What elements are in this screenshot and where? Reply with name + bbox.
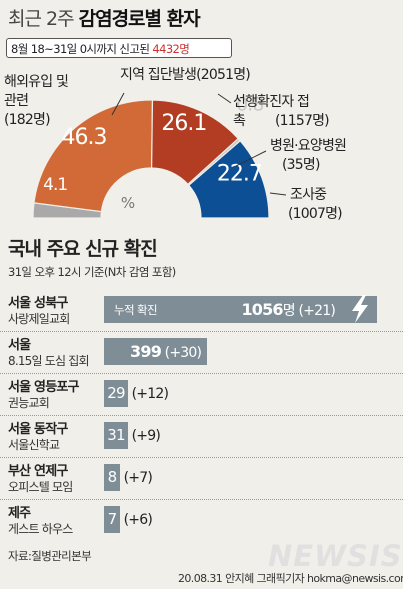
row-place: 사랑제일교회	[8, 312, 70, 326]
bar-value-label: 8 (+7)	[107, 468, 153, 486]
credit-line: 20.08.31 안지혜 그래픽기자 hokma@newsis.com	[178, 572, 403, 585]
label-hospital-name: 병원·요양병원	[270, 138, 347, 154]
row-region: 부산 연제구	[8, 464, 68, 479]
row-place: 8.15일 도심 집회	[8, 354, 90, 368]
row-region: 제주	[8, 506, 31, 521]
newsis-logo: NEWSIS	[268, 539, 403, 573]
donut-value-label: 4.1	[43, 175, 67, 195]
page-title: 최근 2주 감염경로별 환자	[8, 4, 201, 31]
row-place: 게스트 하우스	[8, 522, 73, 536]
label-hospital: 병원·요양병원 (35명)	[270, 137, 347, 175]
bar	[104, 380, 128, 407]
label-local-cluster: 지역 집단발생(2051명)	[120, 66, 251, 85]
subtitle-box: 8월 18~31일 0시까지 신고된 4432명	[6, 38, 232, 58]
source-note: 자료:질병관리본부	[8, 549, 92, 563]
row-place: 서울신학교	[8, 438, 60, 452]
bar-row: 부산 연제구 오피스텔 모임 8 (+7)	[0, 458, 403, 500]
bar-row: 서울 동작구 서울신학교 31 (+9)	[0, 416, 403, 458]
donut-value-label: 26.1	[161, 111, 206, 136]
row-place: 권능교회	[8, 396, 50, 410]
cumulative-label: 누적 확진	[114, 303, 158, 317]
subtitle-unit: 명	[179, 42, 190, 56]
row-separator	[0, 499, 403, 500]
label-unknown: 조사중 (1007명)	[288, 186, 343, 224]
bar	[104, 464, 120, 491]
leader-line-hospital	[235, 150, 267, 167]
bar	[104, 338, 208, 365]
bar	[104, 296, 377, 323]
row-region: 서울 동작구	[8, 422, 68, 437]
bar-value-label: 29 (+12)	[107, 384, 169, 402]
subtitle-text: 8월 18~31일 0시까지 신고된	[11, 42, 153, 56]
bar-row: 서울 성북구 사랑제일교회 1056명 (+21) 누적 확진	[0, 290, 403, 332]
row-separator	[0, 457, 403, 458]
label-unknown-name: 조사중	[290, 187, 327, 203]
label-local-cluster-count: (2051명)	[196, 67, 251, 83]
bar	[104, 506, 120, 533]
donut-center-label: %	[121, 194, 135, 212]
row-separator	[0, 373, 403, 374]
leader-line-local	[111, 92, 125, 116]
label-contact-name: 선행확진자 접촉	[233, 94, 310, 129]
leader-line-unknown	[269, 192, 287, 196]
label-overseas-name: 해외유입 및 관련	[4, 74, 69, 109]
row-region: 서울	[8, 338, 31, 353]
leader-line-contact	[217, 93, 232, 104]
half-donut-chart: 4.1 46.3 26.1 0.8 22.7 %	[32, 92, 287, 219]
label-contact: 선행확진자 접촉 (1157명)	[233, 93, 330, 131]
bar-value-label: 7 (+6)	[107, 510, 153, 528]
bar-chart-subtitle: 31일 오후 12시 기준(N차 감염 포함)	[8, 265, 176, 279]
bar-row: 서울 영등포구 권능교회 29 (+12)	[0, 374, 403, 416]
bar-value-label: 31 (+9)	[107, 426, 161, 444]
label-local-cluster-name: 지역 집단발생	[120, 67, 197, 83]
row-region: 서울 영등포구	[8, 380, 79, 395]
title-bold: 감염경로별 환자	[78, 8, 201, 30]
bar-value-label: 399 (+30)	[130, 342, 202, 361]
lightning-icon	[352, 295, 368, 323]
donut-value-label: 22.7	[217, 162, 262, 187]
bar-chart-title: 국내 주요 신규 확진	[8, 238, 158, 260]
row-place: 오피스텔 모임	[8, 480, 73, 494]
row-region: 서울 성북구	[8, 296, 68, 311]
title-light: 최근 2주	[8, 8, 79, 30]
label-unknown-count: (1007명)	[288, 206, 343, 222]
label-contact-count: (1157명)	[275, 113, 330, 129]
bar	[104, 422, 128, 449]
bar-row: 서울 8.15일 도심 집회 399 (+30)	[0, 332, 403, 374]
label-hospital-count: (35명)	[282, 157, 320, 173]
donut-slice	[33, 99, 154, 213]
label-overseas-count: (182명)	[4, 112, 51, 128]
bar-value-label: 1056명 (+21)	[241, 300, 335, 319]
donut-value-label: 46.3	[62, 125, 107, 150]
donut-value-label: 0.8	[236, 93, 263, 115]
subtitle-total: 4432	[152, 42, 180, 56]
label-overseas: 해외유입 및 관련 (182명)	[4, 73, 74, 130]
row-separator	[0, 331, 403, 332]
bar-row: 제주 게스트 하우스 7 (+6)	[0, 500, 403, 542]
donut-slice	[187, 139, 270, 219]
row-separator	[0, 415, 403, 416]
